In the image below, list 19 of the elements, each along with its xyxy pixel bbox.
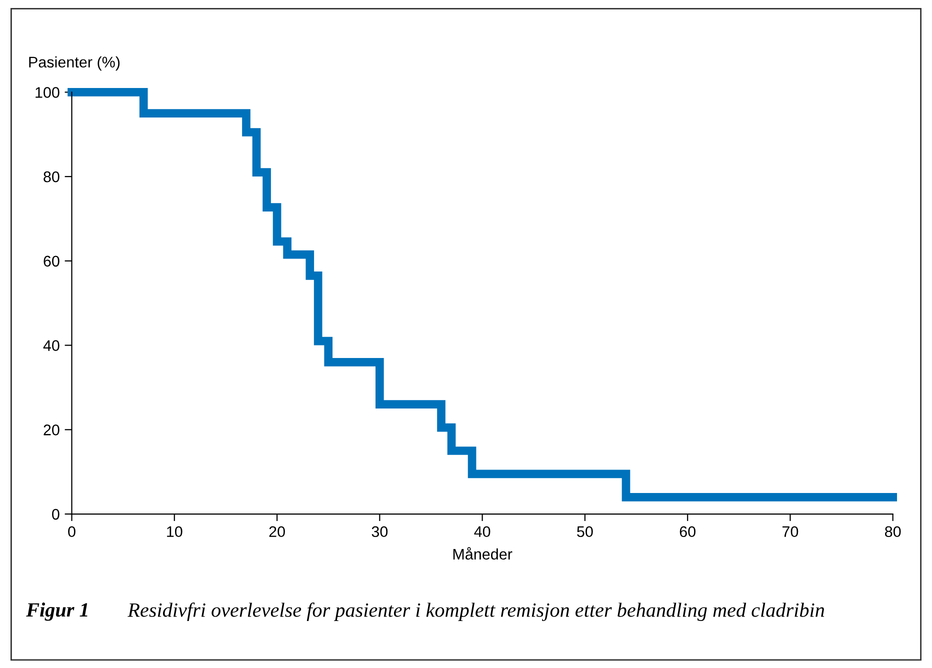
text: Figur 1 <box>26 602 88 621</box>
x-tick-label: 60 <box>680 526 696 538</box>
y-tick-label: 20 <box>44 424 60 436</box>
x-tick-label: 40 <box>474 526 490 538</box>
y-tick-label: 80 <box>44 171 60 182</box>
x-tick-label: 20 <box>269 526 285 538</box>
y-tick-label: 100 <box>36 87 60 98</box>
x-axis-title: Måneder <box>453 547 512 560</box>
x-tick-label: 10 <box>167 526 182 538</box>
y-tick-label: 60 <box>44 256 60 267</box>
x-tick-label: 30 <box>372 526 388 538</box>
y-tick-label: 0 <box>52 508 60 520</box>
x-tick-label: 50 <box>577 526 593 538</box>
x-tick-label: 70 <box>782 526 798 538</box>
text: Residivfri overlevelse for pasienter i komplett remisjon etter behandling med cladribin <box>128 602 824 622</box>
x-tick-label: 0 <box>68 526 76 538</box>
x-tick-label: 80 <box>885 526 901 538</box>
y-axis-title: Pasienter (%) <box>29 56 120 71</box>
y-tick-label: 40 <box>43 340 60 351</box>
